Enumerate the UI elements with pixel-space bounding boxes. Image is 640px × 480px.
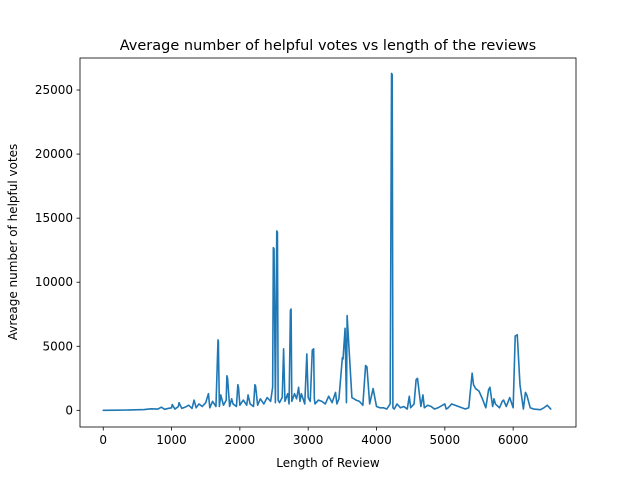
y-axis-label: Avreage number of helpful votes bbox=[6, 144, 20, 341]
x-tick-label: 1000 bbox=[156, 433, 187, 447]
axes-frame bbox=[79, 57, 577, 428]
y-tick-label: 5000 bbox=[42, 339, 73, 353]
x-tick-label: 2000 bbox=[225, 433, 256, 447]
series-line-0 bbox=[102, 72, 552, 412]
y-axis-ticks: 0 5000 10000 15000 20000 25000 bbox=[35, 83, 80, 417]
y-tick-label: 25000 bbox=[35, 83, 73, 97]
y-tick-label: 0 bbox=[65, 403, 73, 417]
y-tick-label: 20000 bbox=[35, 147, 73, 161]
x-tick-label: 5000 bbox=[430, 433, 461, 447]
x-axis-label: Length of Review bbox=[276, 456, 380, 470]
x-tick-label: 6000 bbox=[498, 433, 529, 447]
y-tick-label: 15000 bbox=[35, 211, 73, 225]
x-tick-label: 0 bbox=[99, 433, 107, 447]
x-tick-label: 3000 bbox=[293, 433, 324, 447]
x-tick-label: 4000 bbox=[361, 433, 392, 447]
plot-area bbox=[79, 57, 577, 428]
y-tick-label: 10000 bbox=[35, 275, 73, 289]
x-axis-ticks: 0 1000 2000 3000 4000 5000 6000 bbox=[99, 427, 528, 447]
chart-title: Average number of helpful votes vs lengt… bbox=[120, 38, 537, 54]
